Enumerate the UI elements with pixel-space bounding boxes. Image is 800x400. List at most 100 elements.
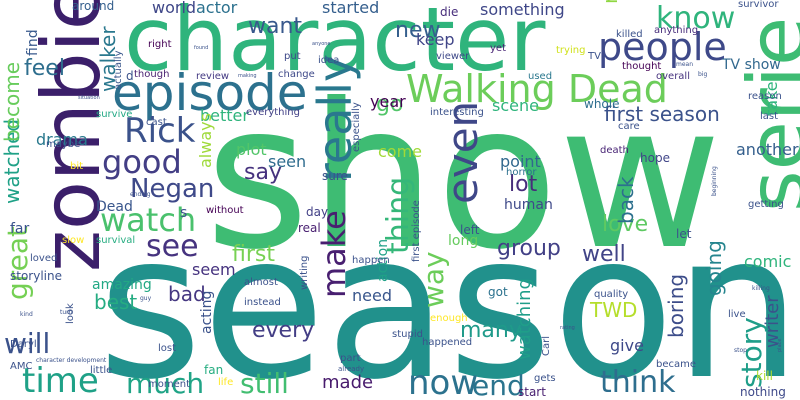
word-comic: comic xyxy=(744,252,792,271)
word-dead: Dead xyxy=(96,199,133,215)
word-still: still xyxy=(240,367,289,400)
word-lost: lost xyxy=(158,343,177,354)
word-rating: rating xyxy=(560,325,575,331)
word-point: point xyxy=(500,152,541,171)
word-drama: drama xyxy=(36,130,88,149)
word-review: review xyxy=(196,71,230,82)
word-love: love xyxy=(602,212,649,237)
word-always: always xyxy=(196,113,215,168)
word-rick: Rick xyxy=(124,111,196,151)
word-made: made xyxy=(322,372,374,393)
word-whole: whole xyxy=(584,97,620,111)
word-moment: moment xyxy=(148,379,191,390)
word-better: better xyxy=(200,106,249,125)
word-end: end xyxy=(472,369,525,400)
word-care: care xyxy=(618,121,640,132)
word-put: put xyxy=(284,51,301,62)
word-walking-dead: Walking Dead xyxy=(406,67,668,111)
word-hope: hope xyxy=(640,151,670,165)
word-getting: getting xyxy=(748,199,784,210)
word-good: good xyxy=(102,143,182,181)
word-gets: gets xyxy=(534,373,556,384)
word-everything: everything xyxy=(246,107,300,118)
word-survive: survive xyxy=(96,109,133,120)
word-watch: watch xyxy=(100,201,197,239)
word-especially: especially xyxy=(351,102,362,152)
word-something: something xyxy=(480,0,565,19)
word-change: change xyxy=(278,69,315,80)
word-live: live xyxy=(728,309,746,320)
word-think: think xyxy=(600,365,676,400)
word-happen: happen xyxy=(352,255,390,266)
word-beginning: beginning xyxy=(711,166,718,196)
word-sure: sure xyxy=(322,169,348,183)
word-last: last xyxy=(760,111,779,122)
word-now: now xyxy=(408,363,479,400)
word-real: real xyxy=(298,221,321,235)
word-survival: survival xyxy=(96,235,136,246)
word-character-development: character development xyxy=(36,357,107,364)
word-going: going xyxy=(702,240,726,296)
word-best: best xyxy=(94,290,138,314)
word-stupid: stupid xyxy=(392,329,423,340)
word-day: day xyxy=(306,205,329,219)
word-trying: trying xyxy=(556,45,586,56)
word-many: many xyxy=(460,318,522,343)
word-amc: AMC xyxy=(10,361,33,372)
word-around: around xyxy=(72,0,115,13)
word-show: show xyxy=(205,61,722,294)
word-actor: actor xyxy=(196,0,238,17)
word-episode: episode xyxy=(112,64,308,122)
word-situation: situation xyxy=(78,95,100,101)
word-come: come xyxy=(378,142,423,161)
word-keep: keep xyxy=(416,30,455,49)
word-amazing: amazing xyxy=(92,277,152,293)
word-almost: almost xyxy=(244,277,278,288)
word-bad: bad xyxy=(168,282,206,306)
word-s: s xyxy=(180,205,188,221)
word-acting: acting xyxy=(199,290,215,334)
word-make: make xyxy=(315,210,353,298)
word-scene: scene xyxy=(492,96,539,115)
word-viewer: viewer xyxy=(436,51,470,62)
word-plot: plot xyxy=(236,140,267,159)
word-horror: horror xyxy=(506,167,537,178)
word-found: found xyxy=(194,45,209,51)
word-turn: turn xyxy=(60,309,73,316)
word-survivor: survivor xyxy=(738,0,779,10)
word-twd: TWD xyxy=(590,298,638,322)
word-little: little xyxy=(90,365,113,376)
word-yet: yet xyxy=(490,43,506,54)
word-never: never xyxy=(598,0,622,4)
word-became: became xyxy=(656,359,697,370)
word-group: group xyxy=(497,236,561,261)
word-enough: enough xyxy=(430,313,468,324)
word-ending: ending xyxy=(130,191,151,198)
word-find: find xyxy=(25,29,41,56)
word-carl: Carl xyxy=(541,336,552,356)
word-long: long xyxy=(448,233,479,249)
word-stop: stop xyxy=(734,347,747,354)
word-already: already xyxy=(338,365,365,373)
word-slow: slow xyxy=(62,235,85,246)
word-idea: idea xyxy=(318,55,340,66)
word-let: let xyxy=(676,227,692,241)
word-mean: mean xyxy=(676,61,694,68)
word-anyone: anyone xyxy=(312,41,331,47)
word-people: people xyxy=(598,25,727,69)
word-new: new xyxy=(395,18,441,43)
word-time: time xyxy=(22,361,99,400)
word-life: life xyxy=(218,377,234,388)
word-first-season: first season xyxy=(604,102,720,126)
word-nothing: nothing xyxy=(740,385,786,399)
word-way: way xyxy=(417,251,450,308)
word-actually: actually xyxy=(113,50,124,91)
word-part: part xyxy=(340,353,361,364)
word-d: d xyxy=(126,69,134,83)
word-well: well xyxy=(582,242,626,267)
word-will: will xyxy=(4,327,51,360)
word-right: right xyxy=(148,39,172,50)
word-daryl: Daryl xyxy=(10,339,37,350)
word-killing: killing xyxy=(752,285,770,292)
